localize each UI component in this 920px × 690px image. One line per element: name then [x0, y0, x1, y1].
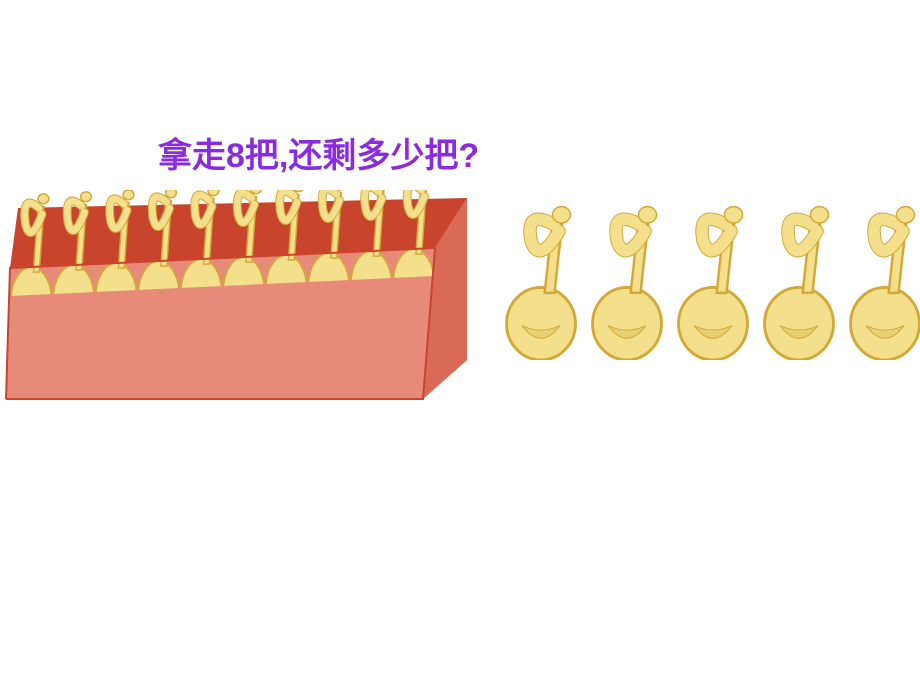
loose-spoon	[500, 195, 582, 360]
loose-spoons	[500, 195, 920, 360]
loose-spoon	[758, 195, 840, 360]
box-illustration	[0, 190, 475, 405]
loose-spoon	[844, 195, 920, 360]
question-text: 拿走8把,还剩多少把?	[158, 128, 479, 177]
loose-spoon	[672, 195, 754, 360]
loose-spoon	[586, 195, 668, 360]
spoon-box	[0, 190, 475, 410]
